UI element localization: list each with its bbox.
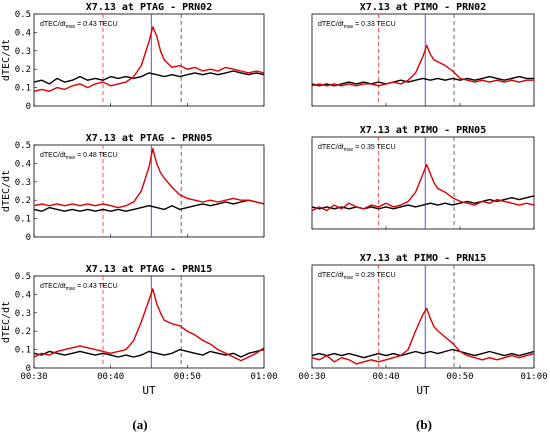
annotation-subscript: max <box>344 24 354 30</box>
annotation-subscript: max <box>344 147 354 153</box>
annotation-base: dTEC/dt <box>40 21 66 28</box>
panel-1-series-black-line <box>33 70 265 85</box>
annotation-subscript: max <box>66 155 76 161</box>
panel-4-annotation: dTEC/dtmax = 0.33 TECU <box>318 21 396 30</box>
panel-2-frame <box>33 144 265 238</box>
panel-1-series-red-line <box>33 26 265 93</box>
annotation-subscript: max <box>66 24 76 30</box>
panel-2-y-axis-label: dTEC/dt <box>1 170 12 212</box>
panel-3-x-tick-label: 00:50 <box>174 372 201 382</box>
panel-3-series-black-line <box>33 348 265 358</box>
panel-3-annotation: dTEC/dtmax = 0.43 TECU <box>40 283 118 292</box>
panel-2-series-red-line <box>33 147 265 209</box>
panel-4-title: X7.13 at PIMO - PRN02 <box>360 2 486 13</box>
panel-3-series-red-line <box>33 288 265 362</box>
annotation-base: dTEC/dt <box>40 283 66 290</box>
panel-6-series-red-line <box>311 307 535 365</box>
panel-6-x-tick-label: 01:00 <box>520 372 547 382</box>
annotation-base: dTEC/dt <box>318 144 344 151</box>
panel-6-x-tick-label: 00:50 <box>446 372 473 382</box>
annotation-value: = 0.29 TECU <box>355 272 396 279</box>
panel-6-title: X7.13 at PIMO - PRN15 <box>360 253 486 264</box>
annotation-subscript: max <box>66 286 76 292</box>
panel-1-y-tick-label: 0.3 <box>15 47 31 57</box>
panel-3-y-tick-label: 0.5 <box>15 272 31 282</box>
panel-6-x-tick-label: 00:40 <box>372 372 399 382</box>
panel-3-frame <box>33 275 265 369</box>
panel-5-series-red-line <box>311 163 535 212</box>
panel-3-x-tick-label: 00:40 <box>97 372 124 382</box>
panel-6-series-black-line <box>311 348 535 359</box>
panel-4-series-red-line <box>311 44 534 87</box>
annotation-subscript: max <box>344 275 354 281</box>
panel-2-annotation: dTEC/dtmax = 0.48 TECU <box>40 152 118 161</box>
annotation-value: = 0.43 TECU <box>77 283 118 290</box>
panel-4-frame <box>311 13 535 107</box>
panel-3-y-tick-label: 0.3 <box>15 309 31 319</box>
panel-5-frame <box>311 136 535 230</box>
panel-1-y-tick-label: 0.1 <box>15 84 31 94</box>
panel-6-annotation: dTEC/dtmax = 0.29 TECU <box>318 272 396 281</box>
panel-1-y-tick-label: 0.2 <box>15 65 31 75</box>
panel-1-annotation: dTEC/dtmax = 0.43 TECU <box>40 21 118 30</box>
panel-3-y-axis-label: dTEC/dt <box>1 301 12 343</box>
annotation-value: = 0.35 TECU <box>355 144 396 151</box>
panel-3-y-tick-label: 0.4 <box>15 290 31 300</box>
caption-a: (a) <box>132 417 147 432</box>
panel-6-frame <box>311 264 535 369</box>
panel-2-y-tick-label: 0.3 <box>15 178 31 188</box>
panel-2-y-tick-label: 0 <box>26 233 31 243</box>
panel-3-x-tick-label: 00:30 <box>20 372 47 382</box>
panel-3-title: X7.13 at PTAG - PRN15 <box>86 264 212 275</box>
panel-1-y-tick-label: 0.5 <box>15 10 31 20</box>
panel-1-frame <box>33 13 265 107</box>
annotation-base: dTEC/dt <box>318 272 344 279</box>
panel-3-y-tick-label: 0.2 <box>15 327 31 337</box>
annotation-value: = 0.43 TECU <box>77 21 118 28</box>
panel-2-series-black-line <box>33 199 265 212</box>
panel-2-y-tick-label: 0.5 <box>15 141 31 151</box>
panel-2-y-tick-label: 0.4 <box>15 159 31 169</box>
annotation-value: = 0.48 TECU <box>77 152 118 159</box>
panel-1-title: X7.13 at PTAG - PRN02 <box>86 2 212 13</box>
panel-5-annotation: dTEC/dtmax = 0.35 TECU <box>318 144 396 153</box>
panel-1-y-tick-label: 0 <box>26 102 31 112</box>
panel-5-series-black-line <box>311 195 535 210</box>
panel-3-x-axis-label: UT <box>142 384 156 397</box>
panel-3-y-tick-label: 0 <box>26 364 31 374</box>
panel-5-title: X7.13 at PIMO - PRN05 <box>360 125 486 136</box>
panel-3-x-tick-label: 01:00 <box>250 372 277 382</box>
panel-1-y-axis-label: dTEC/dt <box>1 39 12 81</box>
panel-1-y-tick-label: 0.4 <box>15 28 31 38</box>
panel-2-title: X7.13 at PTAG - PRN05 <box>86 133 212 144</box>
panel-4-series-black-line <box>311 75 534 87</box>
caption-b: (b) <box>416 417 432 432</box>
panel-6-x-tick-label: 00:30 <box>298 372 325 382</box>
annotation-base: dTEC/dt <box>318 21 344 28</box>
panel-2-y-tick-label: 0.1 <box>15 215 31 225</box>
panel-2-y-tick-label: 0.2 <box>15 196 31 206</box>
annotation-value: = 0.33 TECU <box>355 21 396 28</box>
panel-6-x-axis-label: UT <box>416 384 430 397</box>
panel-3-y-tick-label: 0.1 <box>15 346 31 356</box>
annotation-base: dTEC/dt <box>40 152 66 159</box>
